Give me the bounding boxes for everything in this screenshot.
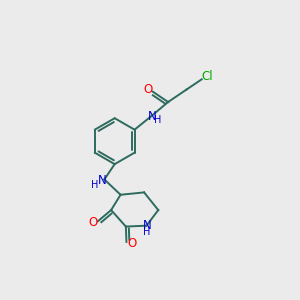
- Text: N: N: [143, 220, 152, 232]
- Text: O: O: [127, 237, 136, 250]
- Text: N: N: [98, 174, 106, 187]
- Text: H: H: [91, 180, 99, 190]
- Text: O: O: [143, 83, 152, 96]
- Text: H: H: [143, 227, 151, 237]
- Text: H: H: [154, 115, 162, 125]
- Text: Cl: Cl: [201, 70, 213, 83]
- Text: N: N: [148, 110, 156, 123]
- Text: O: O: [88, 216, 97, 229]
